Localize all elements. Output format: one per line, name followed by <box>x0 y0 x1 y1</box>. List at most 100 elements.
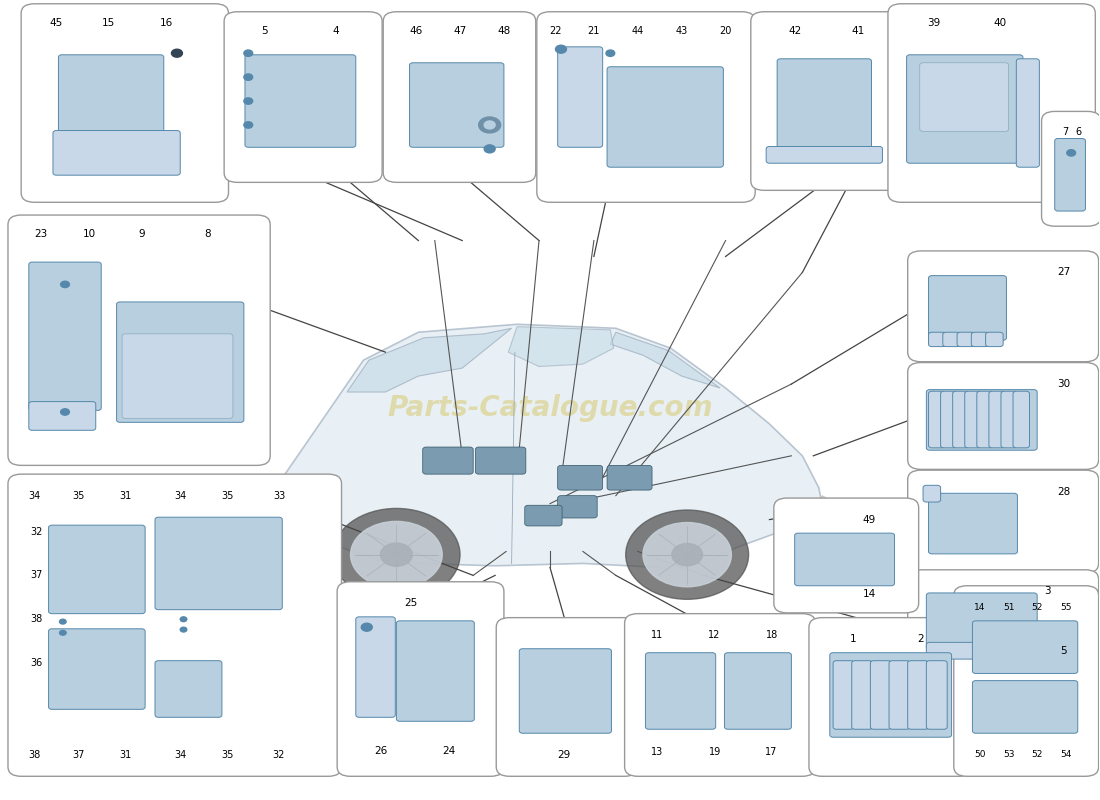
Text: 1: 1 <box>849 634 856 644</box>
Text: 35: 35 <box>221 750 233 760</box>
FancyBboxPatch shape <box>926 593 1037 650</box>
Text: Parts-Catalogue.com: Parts-Catalogue.com <box>387 394 713 422</box>
FancyBboxPatch shape <box>21 4 229 202</box>
FancyBboxPatch shape <box>888 4 1096 202</box>
Text: 38: 38 <box>31 614 43 624</box>
Text: 55: 55 <box>1060 602 1071 612</box>
Text: 3: 3 <box>1044 586 1050 596</box>
FancyBboxPatch shape <box>906 55 1023 163</box>
Polygon shape <box>610 332 720 388</box>
FancyBboxPatch shape <box>908 470 1099 573</box>
Circle shape <box>172 50 183 57</box>
FancyBboxPatch shape <box>953 391 969 448</box>
Text: 31: 31 <box>119 750 132 760</box>
Text: 32: 32 <box>31 526 43 537</box>
Text: 19: 19 <box>708 747 720 758</box>
Text: 14: 14 <box>862 589 876 598</box>
FancyBboxPatch shape <box>1042 111 1100 226</box>
FancyBboxPatch shape <box>926 661 947 730</box>
Text: 52: 52 <box>1032 602 1043 612</box>
FancyBboxPatch shape <box>537 12 756 202</box>
Circle shape <box>244 98 253 104</box>
FancyBboxPatch shape <box>870 661 891 730</box>
Circle shape <box>478 117 500 133</box>
Text: 18: 18 <box>766 630 778 640</box>
FancyBboxPatch shape <box>496 618 638 776</box>
Text: 48: 48 <box>497 26 510 36</box>
Text: 7: 7 <box>1063 127 1069 137</box>
Text: 33: 33 <box>273 490 285 501</box>
Circle shape <box>180 617 187 622</box>
FancyBboxPatch shape <box>383 12 536 182</box>
FancyBboxPatch shape <box>908 362 1099 470</box>
FancyBboxPatch shape <box>117 302 244 422</box>
FancyBboxPatch shape <box>8 474 341 776</box>
Circle shape <box>1067 150 1076 156</box>
Text: 40: 40 <box>993 18 1007 28</box>
FancyBboxPatch shape <box>53 130 180 175</box>
Circle shape <box>606 50 615 56</box>
FancyBboxPatch shape <box>122 334 233 418</box>
Text: 36: 36 <box>31 658 43 668</box>
FancyBboxPatch shape <box>986 332 1003 346</box>
Text: 21: 21 <box>587 26 601 36</box>
Polygon shape <box>508 326 614 366</box>
FancyBboxPatch shape <box>725 653 791 730</box>
FancyBboxPatch shape <box>908 661 928 730</box>
FancyBboxPatch shape <box>625 614 815 776</box>
Text: 26: 26 <box>374 746 387 756</box>
FancyBboxPatch shape <box>972 621 1078 674</box>
FancyBboxPatch shape <box>607 66 724 167</box>
FancyBboxPatch shape <box>977 391 993 448</box>
Text: 2: 2 <box>917 634 924 644</box>
Circle shape <box>180 627 187 632</box>
FancyBboxPatch shape <box>829 653 952 738</box>
Circle shape <box>642 522 732 587</box>
FancyBboxPatch shape <box>558 47 603 147</box>
FancyBboxPatch shape <box>777 58 871 155</box>
Text: 22: 22 <box>549 26 562 36</box>
FancyBboxPatch shape <box>558 496 597 518</box>
Text: 41: 41 <box>851 26 865 36</box>
Polygon shape <box>264 488 278 508</box>
Text: 12: 12 <box>708 630 720 640</box>
FancyBboxPatch shape <box>355 617 395 718</box>
Text: 34: 34 <box>174 750 186 760</box>
FancyBboxPatch shape <box>337 582 504 776</box>
FancyBboxPatch shape <box>833 661 854 730</box>
FancyBboxPatch shape <box>396 621 474 722</box>
Circle shape <box>672 543 703 566</box>
FancyBboxPatch shape <box>409 62 504 147</box>
FancyBboxPatch shape <box>8 215 271 466</box>
Text: 8: 8 <box>205 229 211 239</box>
Text: 35: 35 <box>72 490 85 501</box>
Text: 51: 51 <box>1003 602 1014 612</box>
Text: 54: 54 <box>1060 750 1071 759</box>
FancyBboxPatch shape <box>422 447 473 474</box>
FancyBboxPatch shape <box>751 12 903 190</box>
Text: 14: 14 <box>975 602 986 612</box>
Text: 29: 29 <box>558 750 571 760</box>
Text: 27: 27 <box>1057 267 1070 278</box>
Text: 30: 30 <box>1057 379 1070 389</box>
FancyBboxPatch shape <box>972 681 1078 734</box>
FancyBboxPatch shape <box>48 629 145 710</box>
FancyBboxPatch shape <box>926 390 1037 450</box>
Text: 35: 35 <box>221 490 233 501</box>
Text: 5: 5 <box>262 26 268 36</box>
Text: 13: 13 <box>651 747 663 758</box>
Text: 16: 16 <box>160 18 173 28</box>
FancyBboxPatch shape <box>923 486 940 502</box>
FancyBboxPatch shape <box>767 146 882 163</box>
FancyBboxPatch shape <box>908 251 1099 362</box>
FancyBboxPatch shape <box>773 498 918 613</box>
FancyBboxPatch shape <box>808 618 972 776</box>
FancyBboxPatch shape <box>851 661 872 730</box>
FancyBboxPatch shape <box>1013 391 1030 448</box>
Text: 10: 10 <box>82 229 96 239</box>
FancyBboxPatch shape <box>155 661 222 718</box>
FancyBboxPatch shape <box>245 55 355 147</box>
FancyBboxPatch shape <box>889 661 910 730</box>
Text: 15: 15 <box>102 18 116 28</box>
Text: 52: 52 <box>1032 750 1043 759</box>
